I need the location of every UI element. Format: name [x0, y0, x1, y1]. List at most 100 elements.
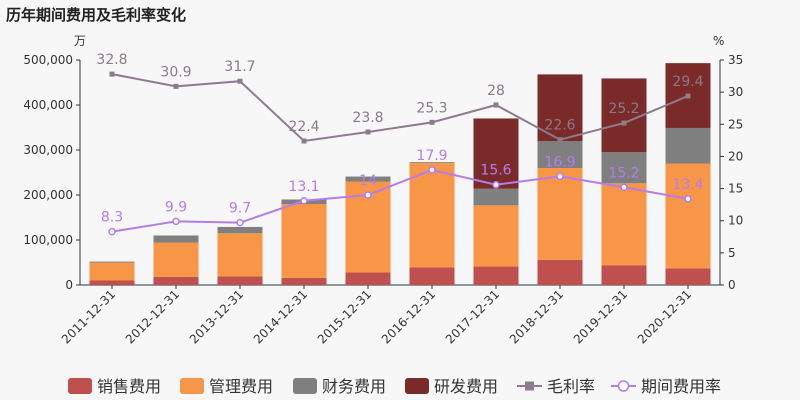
left-tick-label: 0: [65, 278, 73, 292]
bar-segment: [601, 78, 647, 153]
series-point: [620, 183, 628, 192]
right-tick-label: 5: [728, 246, 736, 260]
bar-segment: [409, 162, 455, 164]
x-tick-label: 2020-12-31: [635, 287, 694, 346]
legend-label: 财务费用: [322, 377, 386, 396]
bar-segment: [217, 226, 263, 234]
series-point: [109, 71, 115, 77]
bar-segment: [473, 188, 519, 206]
x-tick-label: 2014-12-31: [251, 287, 310, 346]
data-label: 23.8: [352, 110, 383, 126]
series-point: [108, 227, 116, 236]
series-point: [685, 93, 691, 99]
series-point: [236, 218, 244, 227]
bar-segment: [537, 259, 583, 285]
data-label: 25.2: [608, 101, 639, 117]
bar-segment: [89, 262, 135, 281]
bar-segment: [537, 74, 583, 141]
series-point: [684, 195, 692, 203]
legend-marker: [617, 380, 630, 392]
bar-segment: [345, 176, 391, 182]
left-tick-label: 200,000: [23, 188, 73, 202]
series-point: [300, 197, 308, 205]
bar-segment: [217, 233, 263, 277]
data-label: 9.7: [229, 201, 251, 217]
legend-label: 销售费用: [97, 377, 161, 396]
bar-segment: [409, 267, 455, 285]
data-label: 17.9: [416, 148, 447, 164]
data-label: 8.3: [101, 210, 123, 226]
bar-segment: [665, 127, 711, 164]
bar-segment: [345, 272, 391, 285]
x-tick-label: 2013-12-31: [187, 287, 246, 346]
legend-marker: [525, 381, 534, 391]
left-tick-label: 300,000: [23, 143, 73, 157]
series-point: [556, 172, 564, 181]
bar-segment: [281, 277, 327, 285]
bar-segment: [409, 163, 455, 268]
series-point: [172, 217, 180, 226]
chart-title: 历年期间费用及毛利率变化: [6, 6, 186, 24]
bar-segment: [537, 168, 583, 260]
series-point: [429, 119, 435, 125]
bar-segment: [473, 266, 519, 285]
left-tick-label: 500,000: [23, 53, 73, 67]
series-point: [492, 180, 500, 189]
x-tick-label: 2012-12-31: [123, 287, 182, 346]
x-tick-label: 2015-12-31: [315, 287, 374, 346]
series-point: [557, 137, 563, 143]
data-label: 15.6: [480, 163, 511, 179]
data-label: 31.7: [224, 59, 255, 75]
series-point: [237, 78, 243, 84]
legend: 销售费用 管理费用 财务费用 研发费用 毛利率 期间费用率: [68, 377, 721, 396]
x-tick-label: 2019-12-31: [571, 287, 630, 346]
series-point: [428, 166, 436, 174]
data-label: 25.3: [416, 100, 447, 116]
series-point: [365, 129, 371, 135]
legend-swatch: [293, 378, 317, 394]
legend-label: 期间费用率: [641, 377, 721, 396]
x-tick-label: 2016-12-31: [379, 287, 438, 346]
data-label: 30.9: [160, 64, 191, 80]
bar-segment: [601, 265, 647, 285]
bar-segment: [153, 276, 199, 285]
data-label: 14: [359, 173, 377, 189]
lines: 32.8 30.9 31.7 22.4 23.8 25.3 28 22.6 25.2 29.4 8.…: [96, 52, 704, 236]
right-tick-label: 30: [728, 85, 743, 99]
data-label: 13.4: [672, 177, 703, 193]
data-label: 15.2: [608, 165, 639, 181]
right-tick-label: 25: [728, 117, 743, 131]
legend-swatch: [405, 378, 429, 394]
left-tick-label: 100,000: [23, 233, 73, 247]
x-tick-label: 2011-12-31: [59, 287, 118, 346]
bar-segment: [89, 261, 135, 263]
data-label: 32.8: [96, 52, 127, 68]
series-point: [301, 138, 307, 144]
right-tick-label: 15: [728, 182, 743, 196]
data-label: 9.9: [165, 199, 187, 215]
bar-segment: [281, 204, 327, 278]
data-label: 22.6: [544, 118, 575, 134]
x-tick-label: 2018-12-31: [507, 287, 566, 346]
bar-segment: [153, 235, 199, 243]
bar-segment: [665, 163, 711, 269]
series-point: [493, 102, 499, 108]
bar-segment: [601, 183, 647, 266]
data-label: 16.9: [544, 154, 575, 170]
legend-swatch: [68, 378, 92, 394]
right-tick-label: 10: [728, 214, 743, 228]
right-tick-label: 20: [728, 149, 743, 163]
left-axis-unit: 万: [74, 34, 86, 48]
left-tick-label: 400,000: [23, 98, 73, 112]
bar-segment: [473, 118, 519, 189]
right-axis-unit: %: [713, 34, 724, 48]
bar-segment: [153, 242, 199, 277]
bar-segment: [665, 268, 711, 285]
data-label: 29.4: [672, 74, 703, 90]
series-line: [111, 73, 689, 143]
series-point: [621, 120, 627, 126]
legend-label: 管理费用: [209, 377, 273, 396]
bar-segment: [473, 205, 519, 267]
legend-swatch: [180, 378, 204, 394]
